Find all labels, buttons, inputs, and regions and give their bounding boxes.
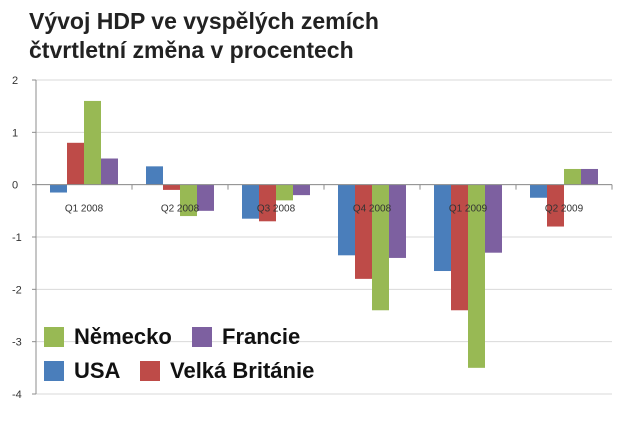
bar xyxy=(581,168,598,185)
legend-label: Německo xyxy=(74,324,172,349)
bar xyxy=(84,100,101,185)
bar xyxy=(276,184,293,201)
bar xyxy=(259,184,276,222)
bar xyxy=(293,184,310,196)
bar xyxy=(338,184,355,256)
bar xyxy=(146,166,163,185)
y-tick-label: -2 xyxy=(12,284,22,296)
bar xyxy=(163,184,180,190)
x-category-label: Q1 2009 xyxy=(449,204,488,215)
y-tick-label: 2 xyxy=(12,75,18,87)
y-tick-label: 1 xyxy=(12,127,18,139)
bar xyxy=(547,184,564,227)
bar xyxy=(50,184,67,193)
bar xyxy=(468,184,485,368)
axes: 2 1 0 -1 -2 -3 -4 Q1 2008 Q2 2008 Q3 2008 Q4 2008 Q… xyxy=(12,75,613,401)
bar xyxy=(530,184,547,198)
y-tick-label: -1 xyxy=(12,232,22,244)
bar xyxy=(67,142,84,185)
legend-label: Velká Británie xyxy=(170,358,315,383)
x-category-label: Q4 2008 xyxy=(353,204,392,215)
x-category-label: Q3 2008 xyxy=(257,204,296,215)
bar xyxy=(101,158,118,185)
legend-swatch xyxy=(44,361,64,381)
bar xyxy=(372,184,389,311)
x-category-label: Q1 2008 xyxy=(65,204,104,215)
legend-swatch xyxy=(44,327,64,347)
bar xyxy=(180,184,197,217)
x-category-label: Q2 2008 xyxy=(161,204,200,215)
bar xyxy=(451,184,468,311)
bars xyxy=(50,100,598,368)
legend-label: Francie xyxy=(222,324,301,349)
x-category-label: Q2 2009 xyxy=(545,204,584,215)
y-tick-label: -3 xyxy=(12,337,22,349)
y-tick-label: -4 xyxy=(12,389,22,401)
y-tick-label: 0 xyxy=(12,180,18,192)
bar xyxy=(242,184,259,219)
bar xyxy=(197,184,214,211)
bar xyxy=(355,184,372,279)
chart-title-line-2: čtvrtletní změna v procentech xyxy=(29,37,354,63)
legend-swatch xyxy=(192,327,212,347)
chart-title-line-1: Vývoj HDP ve vyspělých zemích xyxy=(29,8,379,34)
bar xyxy=(564,168,581,185)
bar xyxy=(389,184,406,258)
legend-swatch xyxy=(140,361,160,381)
bar xyxy=(485,184,502,253)
legend-label: USA xyxy=(74,358,121,383)
bar xyxy=(434,184,451,272)
